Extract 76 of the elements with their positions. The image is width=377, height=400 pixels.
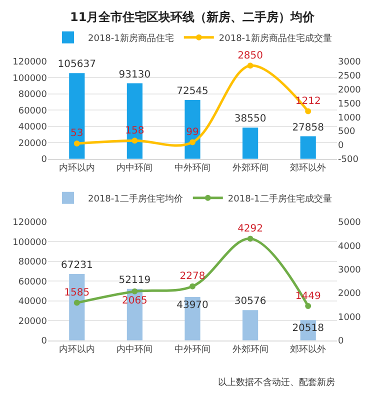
x-tick-label: 内中环间 — [116, 344, 153, 356]
x-tick-label: 内环以内 — [58, 162, 95, 174]
bar — [300, 136, 316, 159]
data-label: 38550 — [234, 114, 266, 125]
bar — [184, 100, 200, 159]
legend-label: 2018-1二手房住宅成交量 — [228, 193, 332, 204]
y2-tick-label: 5000 — [338, 218, 362, 228]
data-label: 72545 — [176, 86, 208, 97]
y-tick-label: 20000 — [18, 138, 48, 149]
bar — [242, 310, 258, 340]
data-label: 43970 — [176, 300, 208, 311]
data-label: 4292 — [238, 223, 264, 234]
point — [190, 139, 196, 146]
point — [247, 62, 254, 69]
x-tick-label: 郊环以外 — [290, 344, 326, 356]
point — [305, 303, 312, 310]
y-tick-label: 120000 — [12, 218, 48, 228]
y-tick-label: 100000 — [12, 238, 48, 248]
y2-tick-label: 2500 — [338, 72, 362, 82]
y2-tick-label: 0 — [338, 336, 344, 346]
data-label: 27858 — [292, 122, 324, 134]
data-label: 20518 — [292, 323, 324, 334]
y2-tick-label: 1500 — [338, 99, 362, 110]
data-label: 2278 — [180, 271, 206, 282]
data-label: 93130 — [118, 69, 151, 80]
x-tick-label: 内环以内 — [58, 344, 95, 356]
point — [247, 236, 254, 242]
y2-tick-label: 1000 — [338, 113, 362, 124]
point — [190, 283, 196, 290]
y-tick-label: 0 — [41, 336, 48, 346]
y2-tick-label: -500 — [338, 155, 359, 166]
point — [132, 138, 138, 144]
point — [132, 288, 138, 294]
data-label: 67231 — [60, 260, 93, 271]
y-tick-label: 40000 — [18, 122, 48, 133]
data-label: 1585 — [64, 288, 90, 299]
legend-label: 2018-1新房商品住宅成交量 — [218, 32, 332, 44]
data-label: 53 — [70, 128, 84, 140]
y2-tick-label: 3000 — [338, 58, 362, 68]
y2-tick-label: 500 — [338, 127, 356, 138]
legend-label: 2018-1新房商品住宅 — [88, 32, 174, 44]
legend-label: 2018-1二手房住宅均价 — [88, 193, 183, 204]
y-tick-label: 40000 — [18, 297, 48, 308]
y-tick-label: 0 — [41, 155, 48, 166]
x-tick-label: 外郊环间 — [232, 162, 268, 174]
data-label: 52119 — [118, 274, 151, 286]
point — [74, 140, 80, 146]
x-tick-label: 外郊环间 — [232, 344, 268, 356]
y-tick-label: 60000 — [18, 277, 48, 288]
y2-tick-label: 0 — [338, 141, 344, 152]
y2-tick-label: 2000 — [338, 85, 362, 96]
chart-title: 11月全市住宅区块环线（新房、二手房）均价 — [70, 10, 316, 24]
bar — [242, 128, 258, 159]
text: 以上数据不含动迁、配套新房 — [218, 377, 335, 388]
data-label: 99 — [186, 126, 199, 138]
data-label: 2850 — [238, 50, 264, 62]
y2-tick-label: 4000 — [338, 242, 362, 252]
y-tick-label: 120000 — [12, 58, 48, 68]
x-tick-label: 内中环间 — [116, 162, 153, 174]
y2-tick-label: 3000 — [338, 265, 362, 276]
data-label: 30576 — [234, 296, 266, 308]
point — [74, 300, 80, 306]
x-tick-label: 郊环以外 — [290, 162, 326, 174]
data-label: 105637 — [58, 59, 96, 70]
data-label: 2065 — [122, 296, 148, 307]
y2-tick-label: 2000 — [338, 289, 362, 300]
y-tick-label: 80000 — [18, 90, 48, 100]
x-tick-label: 中外环间 — [174, 162, 210, 174]
y2-tick-label: 1000 — [338, 312, 362, 323]
y-tick-label: 100000 — [12, 74, 48, 84]
y-tick-label: 60000 — [18, 106, 48, 116]
y-tick-label: 80000 — [18, 258, 48, 268]
y-tick-label: 20000 — [18, 316, 48, 327]
x-tick-label: 中外环间 — [174, 344, 210, 356]
point — [305, 108, 312, 114]
bar — [69, 73, 85, 159]
